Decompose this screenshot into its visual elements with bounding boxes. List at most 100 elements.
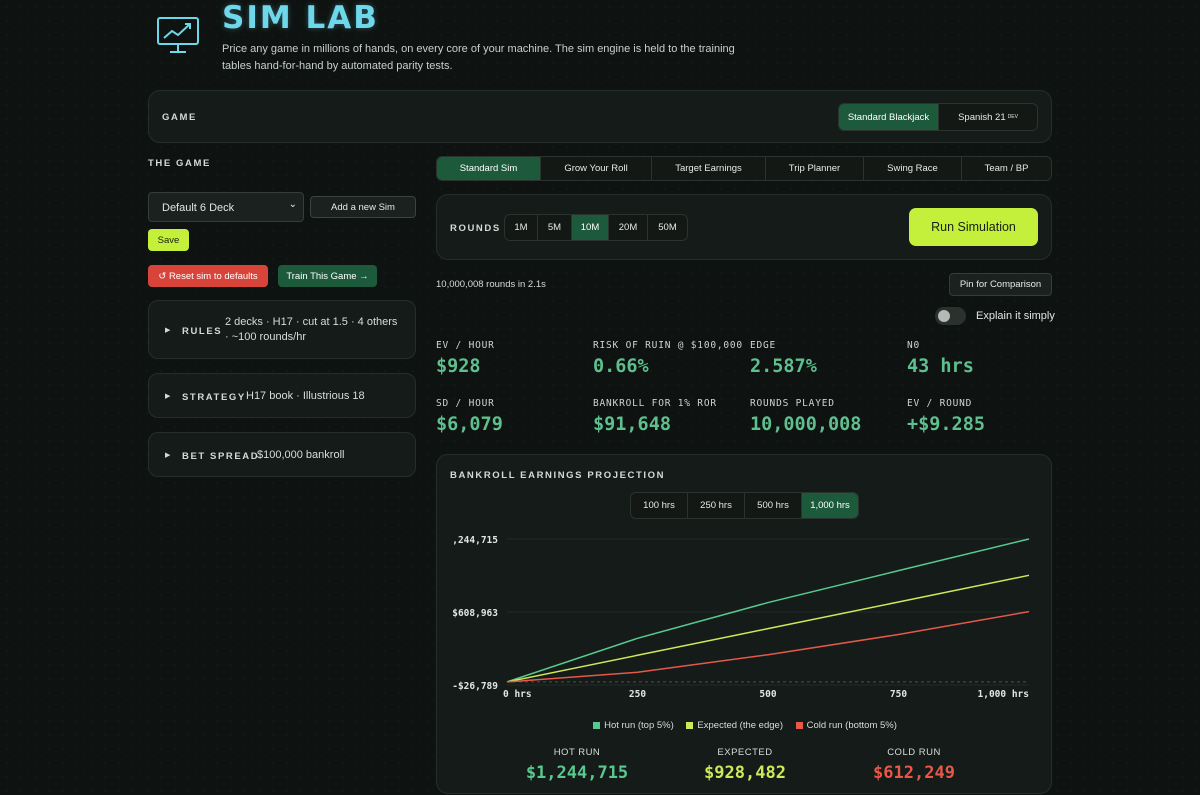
legend-hot-label: Hot run (top 5%): [604, 720, 674, 731]
explain-label: Explain it simply: [976, 310, 1055, 322]
legend-cold: Cold run (bottom 5%): [795, 720, 897, 731]
stat-ev-hour-value: $928: [436, 356, 481, 377]
spanish-21-label: Spanish 21: [958, 111, 1006, 123]
expand-arrow-icon: ▶: [165, 327, 171, 334]
bet-spread-key: BET SPREAD: [182, 451, 260, 462]
horizon-option-100[interactable]: 100 hrs: [631, 493, 688, 518]
tab-swing-race[interactable]: Swing Race: [864, 157, 962, 180]
rounds-option-5m[interactable]: 5M: [538, 215, 572, 240]
toggle-knob: [938, 310, 950, 322]
chart-legend: Hot run (top 5%) Expected (the edge) Col…: [437, 720, 1053, 731]
stat-sd-hour-label: SD / HOUR: [436, 398, 495, 409]
rules-key: RULES: [182, 326, 223, 337]
y-tick-label: $608,963: [452, 608, 498, 619]
horizon-option-1000[interactable]: 1,000 hrs: [802, 493, 858, 518]
strategy-accordion[interactable]: ▶ STRATEGY H17 book · Illustrious 18: [148, 373, 416, 418]
rounds-selector: 1M 5M 10M 20M 50M: [504, 214, 688, 241]
rounds-option-1m[interactable]: 1M: [505, 215, 538, 240]
stat-ev-hour-label: EV / HOUR: [436, 340, 495, 351]
the-game-heading: THE GAME: [148, 158, 211, 169]
legend-expected: Expected (the edge): [686, 720, 783, 731]
stat-ev-round-value: +$9.285: [907, 414, 985, 435]
expected-line: [506, 574, 1030, 683]
rounds-option-50m[interactable]: 50M: [658, 222, 677, 233]
bet-spread-accordion[interactable]: ▶ BET SPREAD $100,000 bankroll: [148, 432, 416, 477]
expected-label: EXPECTED: [717, 747, 773, 758]
game-option-spanish-21[interactable]: Spanish 21 DEV: [939, 104, 1037, 130]
stat-n0-label: N0: [907, 340, 921, 351]
projection-title: BANKROLL EARNINGS PROJECTION: [450, 470, 666, 481]
save-button[interactable]: Save: [148, 229, 189, 251]
game-type-toggle: Standard Blackjack Spanish 21 DEV: [838, 103, 1038, 131]
stat-sd-hour-value: $6,079: [436, 414, 503, 435]
horizon-option-250[interactable]: 250 hrs: [688, 493, 745, 518]
chevron-down-icon: ⌄: [288, 199, 297, 210]
rounds-label: ROUNDS: [450, 223, 501, 234]
tab-standard-sim[interactable]: Standard Sim: [437, 157, 541, 180]
cold-run-line: [506, 610, 1030, 683]
stat-bankroll-label: BANKROLL FOR 1% ROR: [593, 398, 717, 409]
stat-bankroll-value: $91,648: [593, 414, 671, 435]
legend-swatch-hot: [593, 721, 601, 729]
expand-arrow-icon: ▶: [165, 452, 171, 459]
horizon-option-500[interactable]: 500 hrs: [745, 493, 802, 518]
x-tick-label: 0 hrs: [503, 689, 532, 700]
rounds-panel: ROUNDS 1M 5M 10M 20M 50M Run Simulation: [436, 194, 1052, 260]
pin-comparison-button[interactable]: Pin for Comparison: [949, 273, 1052, 296]
cold-run-value: $612,249: [873, 763, 955, 783]
stat-n0-value: 43 hrs: [907, 356, 974, 377]
sim-mode-tabs: Standard Sim Grow Your Roll Target Earni…: [436, 156, 1052, 181]
game-panel: GAME Standard Blackjack Spanish 21 DEV: [148, 90, 1052, 143]
legend-hot: Hot run (top 5%): [593, 720, 674, 731]
expand-arrow-icon: ▶: [165, 393, 171, 400]
x-tick-label: 500: [759, 689, 776, 700]
tab-target-earnings[interactable]: Target Earnings: [652, 157, 766, 180]
hot-run-label: HOT RUN: [553, 747, 601, 758]
y-tick-label: -$26,789: [452, 681, 498, 692]
bet-spread-value: $100,000 bankroll: [257, 449, 345, 461]
strategy-value: H17 book · Illustrious 18: [246, 390, 365, 402]
x-tick-label: 1,000 hrs: [978, 689, 1029, 700]
legend-expected-label: Expected (the edge): [697, 720, 783, 731]
tab-team-bp[interactable]: Team / BP: [984, 163, 1029, 174]
strategy-key: STRATEGY: [182, 392, 246, 403]
stat-rounds-label: ROUNDS PLAYED: [750, 398, 835, 409]
reset-defaults-button[interactable]: ↺ Reset sim to defaults: [148, 265, 268, 287]
train-game-button[interactable]: Train This Game →: [278, 265, 377, 287]
projection-chart: ,244,715 $608,963 -$26,789 0 hrs 250 500 750 1,…: [452, 535, 1030, 700]
horizon-selector: 100 hrs 250 hrs 500 hrs 1,000 hrs: [630, 492, 859, 519]
game-label: GAME: [162, 112, 197, 123]
legend-swatch-cold: [795, 721, 803, 729]
stat-edge-value: 2.587%: [750, 356, 817, 377]
stat-ror-value: 0.66%: [593, 356, 649, 377]
hot-run-line: [506, 538, 1030, 683]
page-title: SIM LAB: [222, 0, 379, 36]
rules-value: 2 decks · H17 · cut at 1.5 · 4 others · …: [225, 316, 398, 343]
game-option-standard-blackjack[interactable]: Standard Blackjack: [839, 104, 939, 130]
rules-accordion[interactable]: ▶ RULES 2 decks · H17 · cut at 1.5 · 4 o…: [148, 300, 416, 359]
dev-badge: DEV: [1007, 114, 1018, 120]
rounds-option-20m[interactable]: 20M: [609, 215, 648, 240]
y-tick-label: ,244,715: [452, 535, 498, 546]
legend-swatch-expected: [686, 721, 694, 729]
sim-select[interactable]: Default 6 Deck ⌄: [148, 192, 304, 222]
cold-run-label: COLD RUN: [887, 747, 941, 758]
add-sim-button[interactable]: Add a new Sim: [310, 196, 416, 218]
x-tick-label: 750: [890, 689, 907, 700]
page-subtitle: Price any game in millions of hands, on …: [222, 43, 735, 72]
chart-trend-icon: [156, 16, 200, 56]
tab-grow-your-roll[interactable]: Grow Your Roll: [541, 157, 652, 180]
sim-select-value: Default 6 Deck: [162, 202, 235, 214]
stat-ev-round-label: EV / ROUND: [907, 398, 973, 409]
stat-ror-label: RISK OF RUIN @ $100,000: [593, 340, 743, 351]
stat-edge-label: EDGE: [750, 340, 777, 351]
projection-panel: BANKROLL EARNINGS PROJECTION 100 hrs 250…: [436, 454, 1052, 794]
stat-rounds-value: 10,000,008: [750, 414, 862, 435]
run-simulation-button[interactable]: Run Simulation: [909, 208, 1038, 246]
rounds-status-text: 10,000,008 rounds in 2.1s: [436, 279, 546, 290]
explain-toggle[interactable]: [935, 307, 966, 325]
legend-cold-label: Cold run (bottom 5%): [806, 720, 897, 731]
x-tick-label: 250: [629, 689, 646, 700]
rounds-option-10m[interactable]: 10M: [572, 215, 609, 240]
tab-trip-planner[interactable]: Trip Planner: [766, 157, 864, 180]
